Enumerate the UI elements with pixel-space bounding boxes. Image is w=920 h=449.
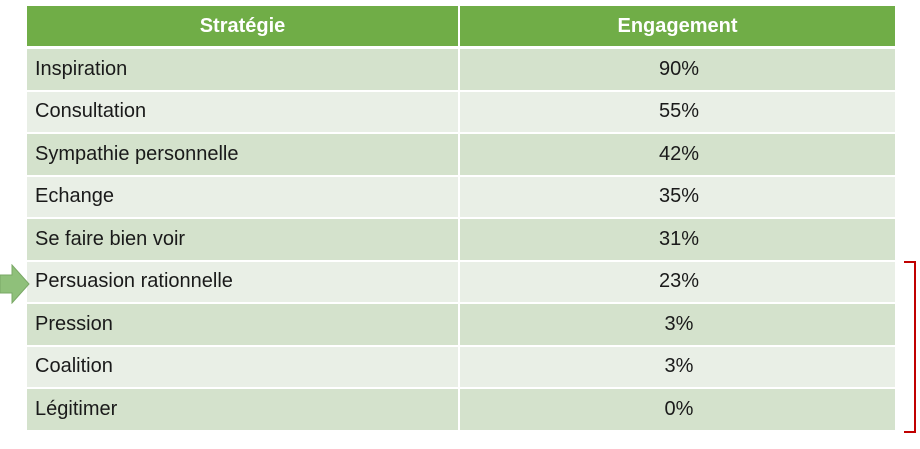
engagement-cell: 3% bbox=[460, 346, 895, 389]
strategy-cell: Sympathie personnelle bbox=[27, 134, 460, 177]
table-row: Echange 35% bbox=[27, 176, 895, 219]
strategy-cell: Coalition bbox=[27, 346, 460, 389]
table-row: Se faire bien voir 31% bbox=[27, 219, 895, 262]
table-row: Persuasion rationnelle 23% bbox=[27, 261, 895, 304]
engagement-cell: 55% bbox=[460, 91, 895, 134]
column-header-engagement: Engagement bbox=[460, 6, 895, 49]
table-row: Consultation 55% bbox=[27, 91, 895, 134]
strategy-cell: Echange bbox=[27, 176, 460, 219]
strategy-cell: Pression bbox=[27, 304, 460, 347]
strategy-cell: Légitimer bbox=[27, 389, 460, 432]
strategy-engagement-table: Stratégie Engagement Inspiration 90% Con… bbox=[27, 6, 895, 432]
table-row: Inspiration 90% bbox=[27, 49, 895, 92]
table-row: Sympathie personnelle 42% bbox=[27, 134, 895, 177]
table-row: Pression 3% bbox=[27, 304, 895, 347]
engagement-cell: 3% bbox=[460, 304, 895, 347]
table-row: Coalition 3% bbox=[27, 346, 895, 389]
bracket-icon bbox=[904, 261, 916, 433]
engagement-cell: 23% bbox=[460, 261, 895, 304]
strategy-cell: Se faire bien voir bbox=[27, 219, 460, 262]
strategy-cell: Persuasion rationnelle bbox=[27, 261, 460, 304]
column-header-strategy: Stratégie bbox=[27, 6, 460, 49]
engagement-cell: 42% bbox=[460, 134, 895, 177]
engagement-cell: 90% bbox=[460, 49, 895, 92]
table-header-row: Stratégie Engagement bbox=[27, 6, 895, 49]
engagement-cell: 35% bbox=[460, 176, 895, 219]
engagement-cell: 31% bbox=[460, 219, 895, 262]
table-row: Légitimer 0% bbox=[27, 389, 895, 432]
strategy-cell: Consultation bbox=[27, 91, 460, 134]
strategy-cell: Inspiration bbox=[27, 49, 460, 92]
engagement-cell: 0% bbox=[460, 389, 895, 432]
right-arrow-icon bbox=[0, 264, 30, 304]
